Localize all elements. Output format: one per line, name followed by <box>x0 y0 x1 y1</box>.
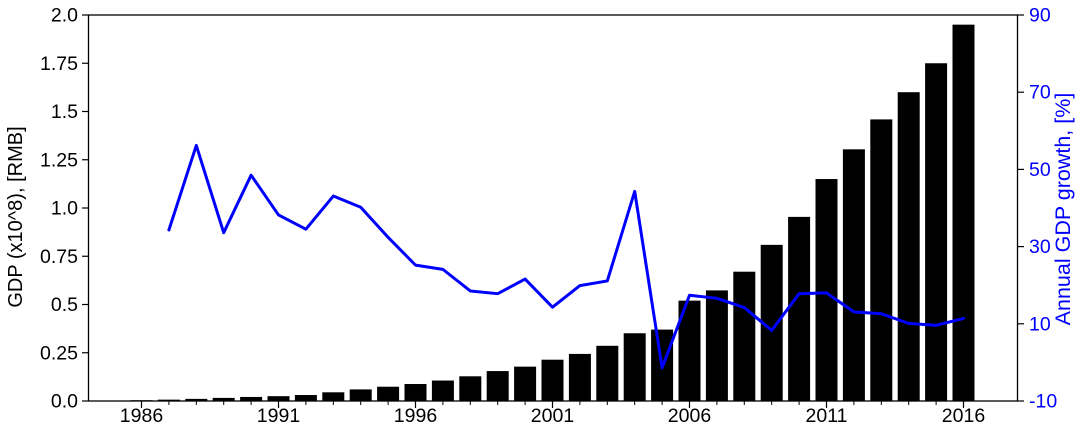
svg-text:GDP (x10^8), [RMB]: GDP (x10^8), [RMB] <box>5 126 27 307</box>
svg-text:0.5: 0.5 <box>51 294 78 316</box>
svg-text:2001: 2001 <box>531 405 574 427</box>
svg-text:0.25: 0.25 <box>40 342 78 364</box>
svg-text:1.0: 1.0 <box>51 198 78 220</box>
svg-text:1986: 1986 <box>120 405 163 427</box>
svg-text:2016: 2016 <box>942 405 985 427</box>
svg-text:0.0: 0.0 <box>51 391 78 413</box>
svg-text:10: 10 <box>1029 313 1051 335</box>
svg-text:1.25: 1.25 <box>40 149 78 171</box>
svg-text:1.75: 1.75 <box>40 53 78 75</box>
svg-text:Annual GDP growth, [%]: Annual GDP growth, [%] <box>1051 93 1075 326</box>
svg-text:2006: 2006 <box>668 405 711 427</box>
svg-text:90: 90 <box>1029 5 1051 27</box>
svg-text:1996: 1996 <box>394 405 437 427</box>
svg-text:2011: 2011 <box>806 405 848 427</box>
svg-text:1991: 1991 <box>257 405 300 427</box>
svg-text:30: 30 <box>1029 236 1051 258</box>
svg-text:2.0: 2.0 <box>51 5 78 27</box>
svg-text:50: 50 <box>1029 159 1051 181</box>
svg-text:1.5: 1.5 <box>51 101 78 123</box>
svg-text:70: 70 <box>1029 82 1051 104</box>
svg-text:0.75: 0.75 <box>40 246 78 268</box>
svg-text:-10: -10 <box>1029 391 1057 413</box>
